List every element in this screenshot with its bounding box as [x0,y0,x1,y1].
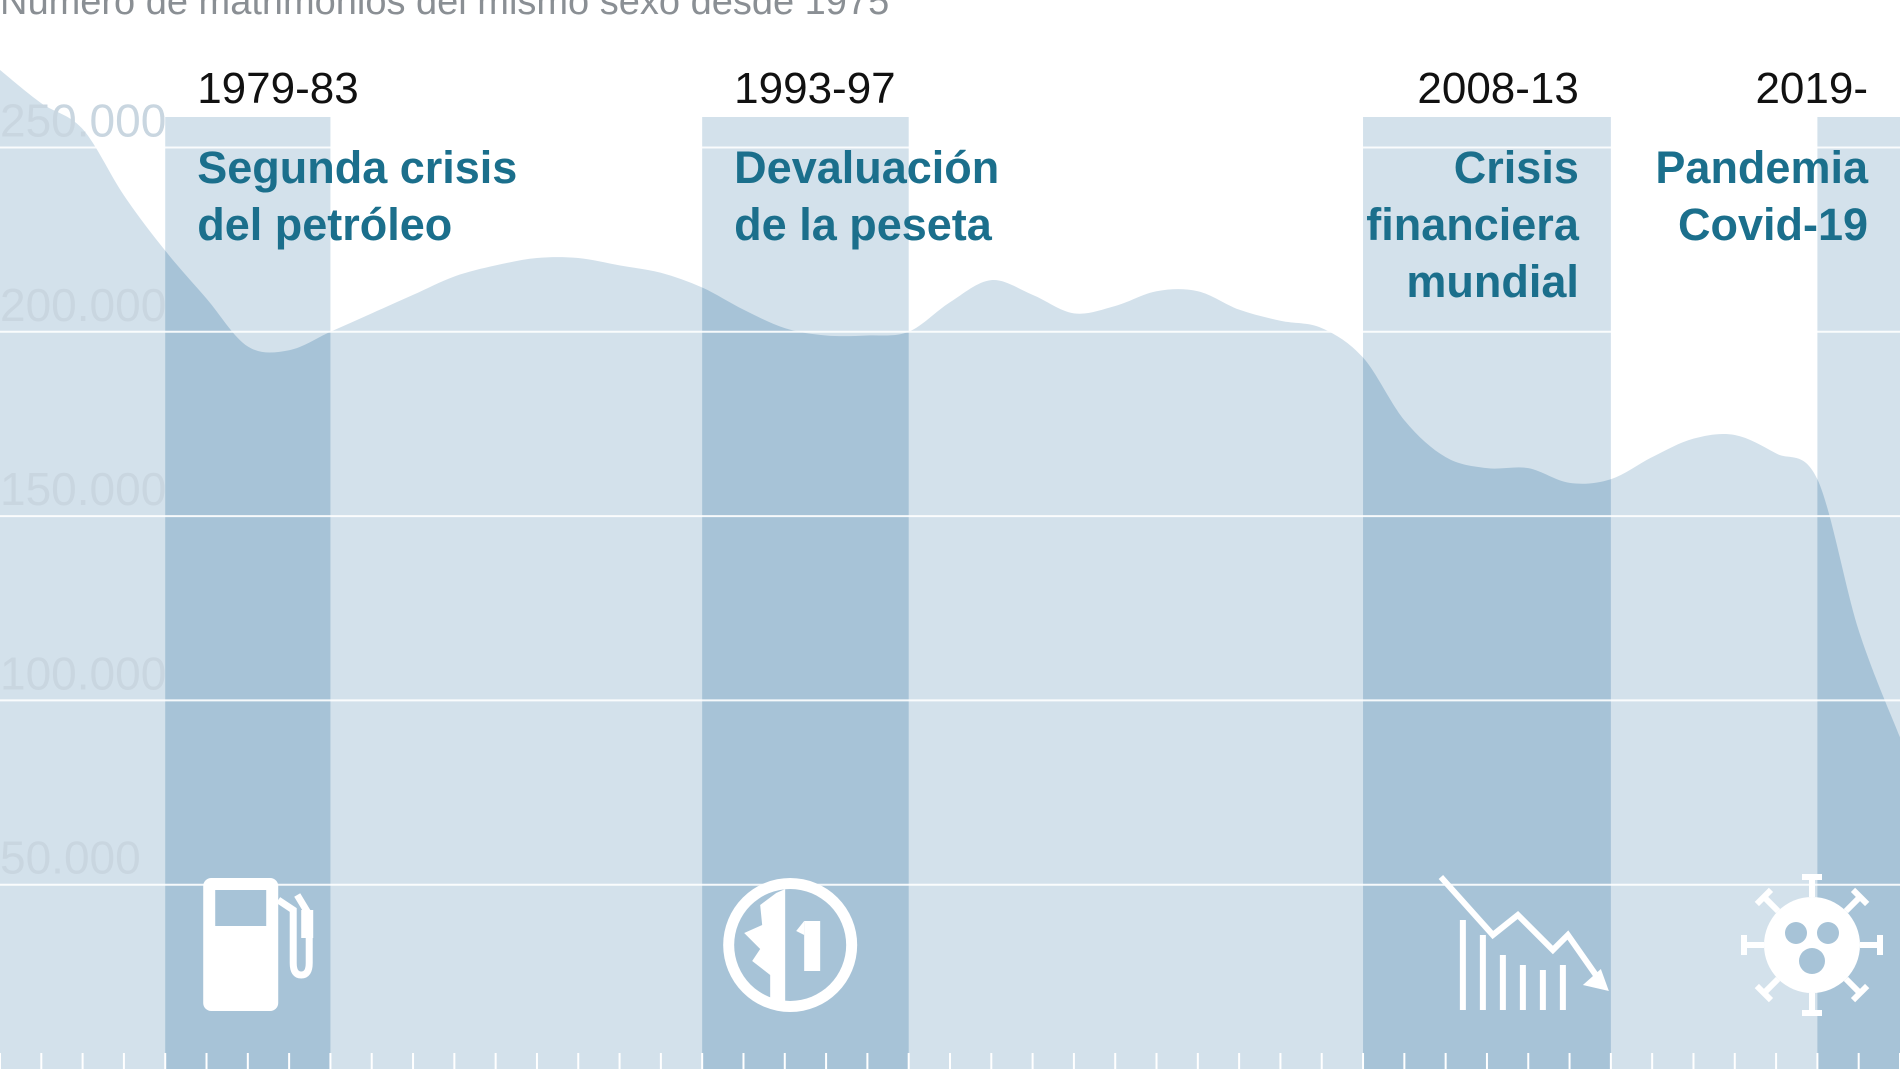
period-label-2: 1993-97 [734,64,895,113]
period-label-4: 2019- [1755,64,1868,113]
y-tick-label-2: 100.000 [0,647,166,699]
falling-chart-icon [1438,874,1609,1010]
crisis-icons [203,874,1883,1016]
crisis-title-1-line-2: del petróleo [197,199,452,250]
chart-subtitle: Número de matrimonios del mismo sexo des… [0,0,889,23]
y-tick-label-3: 150.000 [0,463,166,515]
crisis-title-2-line-1: Devaluación [734,142,999,193]
crisis-title-4-line-2: Covid-19 [1678,199,1868,250]
period-label-3: 2008-13 [1417,64,1578,113]
x-axis-ticks [0,1053,1900,1069]
period-labels: 1979-83 Segunda crisis del petróleo 1993-97… [197,64,1869,307]
crisis-title-3-line-1: Crisis [1454,142,1579,193]
crisis-title-4-line-1: Pandemia [1655,142,1869,193]
y-tick-label-4: 200.000 [0,279,166,331]
crisis-title-3-line-3: mundial [1406,256,1579,307]
crisis-title-2-line-2: de la peseta [734,199,993,250]
fuel-pump-icon [203,878,314,1011]
crisis-title-1-line-1: Segunda crisis [197,142,517,193]
virus-icon [1741,874,1883,1016]
y-tick-label-1: 50.000 [0,832,141,884]
y-tick-label-5: 250.000 [0,94,166,146]
period-label-1: 1979-83 [197,64,358,113]
crisis-title-3-line-2: financiera [1366,199,1580,250]
grid-lines [0,146,1900,886]
y-axis-ticks: 50.000 100.000 150.000 200.000 250.000 [0,94,166,883]
peseta-coin-icon [723,878,858,1012]
